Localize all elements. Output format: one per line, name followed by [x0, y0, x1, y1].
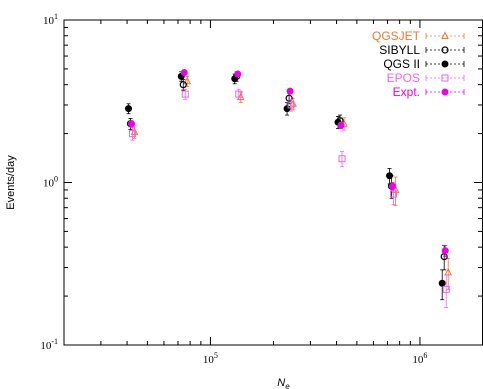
data-point [183, 76, 192, 85]
data-point [235, 90, 243, 98]
legend-label: Expt. [393, 85, 420, 99]
data-point [129, 130, 137, 138]
data-point [386, 172, 394, 180]
legend-marker [441, 74, 449, 82]
legend-marker [441, 60, 449, 68]
axis-tick-labels: 10-1 100 101 105 106 [40, 12, 427, 366]
data-point [283, 105, 291, 113]
x-axis-label-subscript: e [285, 382, 290, 389]
legend-label: EPOS [387, 71, 420, 85]
data-point [234, 70, 242, 78]
legend-marker [441, 88, 449, 96]
data-point [128, 120, 136, 128]
data-point [441, 247, 449, 255]
x-tick-label: 106 [412, 351, 427, 366]
data-point [390, 190, 398, 198]
x-axis-label-main: N [277, 377, 285, 389]
data-point [338, 155, 346, 163]
series-expt [128, 69, 449, 257]
legend-marker [441, 31, 449, 39]
data-point [181, 90, 189, 98]
series-qgs-ii [125, 71, 446, 301]
data-point [125, 105, 133, 113]
x-axis-label: Ne [277, 377, 290, 389]
data-point [287, 101, 295, 109]
data-point [442, 285, 450, 293]
series-epos [129, 88, 450, 308]
data-point [180, 69, 188, 77]
y-tick-label: 101 [43, 12, 58, 27]
legend-marker [441, 46, 449, 54]
data-point [286, 87, 294, 95]
y-tick-label: 100 [43, 175, 58, 190]
data-point [285, 94, 293, 102]
x-tick-label: 105 [203, 351, 218, 366]
axis-ticks [63, 20, 483, 346]
data-point [337, 121, 345, 129]
series-sibyll [126, 71, 448, 271]
data-point [391, 185, 400, 193]
data-point [179, 81, 187, 89]
legend-label: QGS II [383, 57, 420, 71]
y-axis-label: Events/day [5, 155, 17, 210]
y-tick-label: 10-1 [40, 337, 58, 352]
data-point [389, 182, 397, 190]
data-marks [125, 69, 453, 308]
data-point [438, 279, 446, 287]
legend-label: QGSJET [372, 29, 421, 43]
legend-label: SIBYLL [379, 43, 420, 57]
